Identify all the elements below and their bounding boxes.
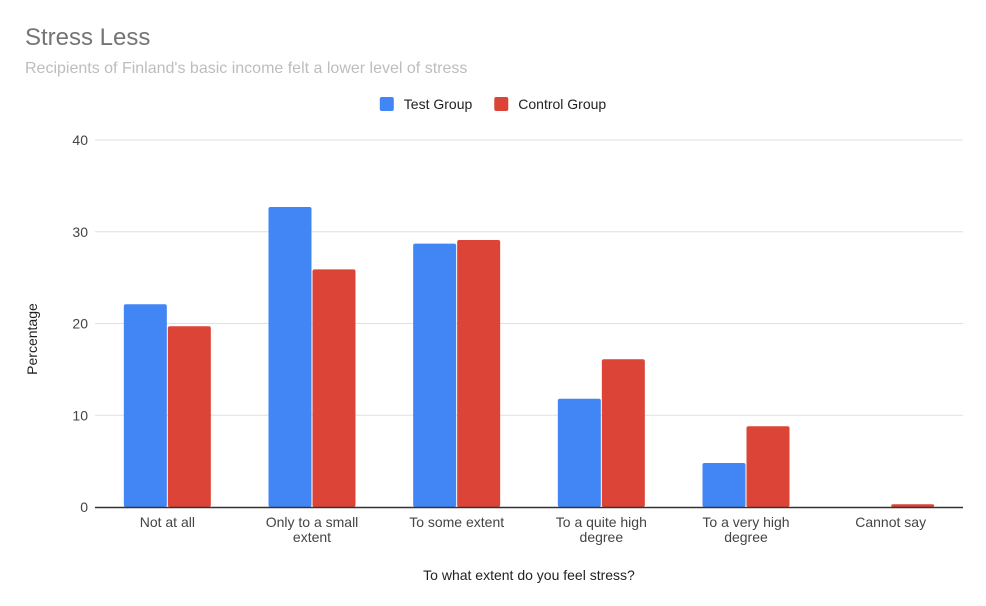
x-tick-label-line: degree xyxy=(724,529,768,545)
bar-control-group: Control Group: 16.1 xyxy=(601,359,645,507)
x-tick-label: To a quite high degree xyxy=(556,514,647,545)
legend-swatch xyxy=(379,97,394,111)
x-tick-label-line: Cannot say xyxy=(855,514,926,530)
y-tick-label: 10 xyxy=(72,407,88,423)
x-tick-label-line: To some extent xyxy=(409,514,504,530)
x-tick-label-line: degree xyxy=(580,529,624,545)
bar-control-group: Control Group: 0.3 xyxy=(891,504,935,507)
bar-control-group: Control Group: 25.9 xyxy=(312,269,356,507)
chart-title: Stress Less xyxy=(25,24,150,51)
x-tick-label: Only to a small extent xyxy=(266,514,359,545)
x-tick-label-line: To a very high xyxy=(702,514,789,530)
bar-control-group: Control Group: 19.7 xyxy=(167,326,211,507)
legend-label: Test Group xyxy=(404,96,473,112)
chart-subtitle: Recipients of Finland's basic income fel… xyxy=(25,60,467,77)
y-axis-ticks: 0 10 20 30 40 xyxy=(72,132,88,515)
y-tick-label: 30 xyxy=(72,224,88,240)
y-axis-title: Percentage xyxy=(24,303,40,375)
x-tick-label: Cannot say xyxy=(855,514,926,530)
bar-test-group: Test Group: 22.1 xyxy=(123,304,167,507)
bar-test-group: Test Group: 32.7 xyxy=(268,206,312,508)
y-tick-label: 20 xyxy=(72,316,88,332)
legend-item: Control Group xyxy=(494,96,606,112)
bar-control-group: Control Group: 8.8 xyxy=(746,426,790,507)
y-tick-label: 0 xyxy=(80,499,88,515)
legend-item: Test Group xyxy=(379,96,473,112)
x-tick-label: To some extent xyxy=(409,514,504,530)
bar-control-group: Control Group: 29.1 xyxy=(457,240,501,507)
legend-swatch xyxy=(494,97,509,111)
x-axis-title: To what extent do you feel stress? xyxy=(423,567,635,583)
y-tick-label: 40 xyxy=(72,132,88,148)
bars: Test Group: 22.1Control Group: 19.7 Test … xyxy=(123,206,935,508)
x-tick-label-line: To a quite high xyxy=(556,514,647,530)
x-tick-label-line: Not at all xyxy=(140,514,195,530)
bar-test-group: Test Group: 11.8 xyxy=(557,398,601,507)
gridlines xyxy=(95,139,963,416)
x-axis-ticks: Not at all Only to a small extent To some e… xyxy=(140,514,926,545)
legend: Test Group Control Group xyxy=(379,96,606,112)
bar-test-group: Test Group: 28.7 xyxy=(413,243,457,508)
x-tick-label: Not at all xyxy=(140,514,195,530)
x-tick-label-line: extent xyxy=(293,529,331,545)
bar-test-group: Test Group: 4.8 xyxy=(702,462,746,507)
legend-label: Control Group xyxy=(518,96,606,112)
x-tick-label-line: Only to a small xyxy=(266,514,359,530)
x-tick-label: To a very high degree xyxy=(702,514,789,545)
